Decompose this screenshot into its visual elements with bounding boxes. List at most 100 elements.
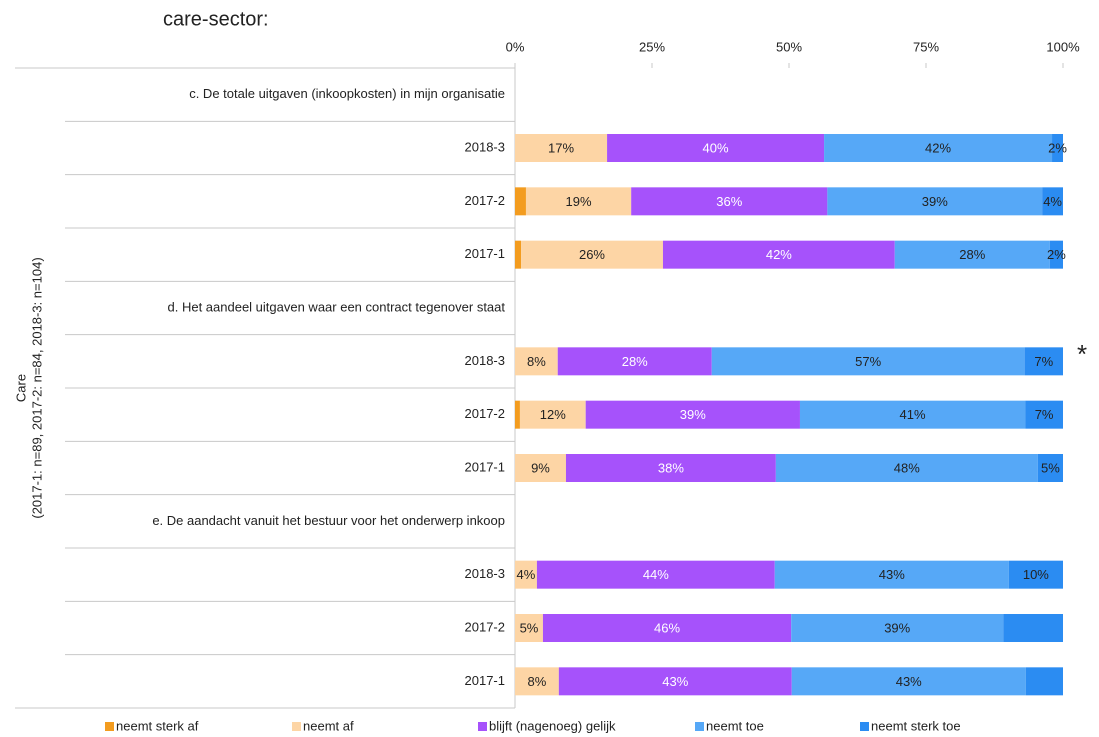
category-label: 2017-1	[465, 459, 505, 474]
bar-segment	[791, 614, 1004, 642]
bar-segment	[1052, 134, 1063, 162]
bar-segment	[1008, 560, 1063, 589]
value-label: 9%	[531, 460, 550, 475]
legend-label: neemt toe	[706, 718, 764, 733]
value-label: 10%	[1023, 567, 1049, 582]
bar-segment	[607, 134, 825, 162]
category-label: e. De aandacht vanuit het bestuur voor h…	[152, 513, 505, 528]
bar-segment	[799, 400, 1026, 429]
legend-swatch	[478, 722, 487, 731]
value-label: 39%	[922, 194, 948, 209]
bar-segment	[1049, 240, 1063, 269]
x-tick-label: 75%	[913, 39, 939, 54]
bar-segment	[542, 614, 792, 642]
value-label: 43%	[662, 674, 688, 689]
y-axis-label: Care (2017-1: n=89, 2017-2: n=84, 2018-3…	[13, 257, 44, 518]
value-label: 46%	[654, 620, 680, 635]
value-label: 39%	[884, 620, 910, 635]
category-label: 2017-2	[465, 619, 505, 634]
bar-segment	[662, 240, 895, 269]
legend-label: neemt sterk toe	[871, 718, 961, 733]
category-label: d. Het aandeel uitgaven waar een contrac…	[168, 299, 506, 314]
category-label: 2017-1	[465, 246, 505, 261]
legend-swatch	[292, 722, 301, 731]
value-label: 57%	[855, 354, 881, 369]
bar-segment	[827, 187, 1043, 216]
bar-segment	[894, 240, 1050, 269]
bar-segment	[558, 667, 792, 696]
annotation: *	[1077, 339, 1087, 369]
legend-swatch	[105, 722, 114, 731]
bar-segment	[525, 187, 632, 216]
value-label: 7%	[1035, 407, 1054, 422]
category-label: 2017-1	[465, 673, 505, 688]
bar-segment	[515, 454, 566, 482]
bar-segment	[565, 454, 776, 482]
bar-segment	[519, 400, 586, 429]
category-label: 2017-2	[465, 193, 505, 208]
value-label: 42%	[766, 247, 792, 262]
value-label: 5%	[1041, 460, 1060, 475]
category-label: 2018-3	[465, 353, 505, 368]
legend-label: blijft (nagenoeg) gelijk	[489, 718, 616, 733]
value-label: 4%	[517, 567, 536, 582]
value-label: 28%	[622, 354, 648, 369]
category-label: 2018-3	[465, 566, 505, 581]
value-label: 4%	[1043, 194, 1062, 209]
value-label: 44%	[643, 567, 669, 582]
x-tick-label: 100%	[1046, 39, 1080, 54]
value-label: 19%	[566, 194, 592, 209]
legend-label: neemt af	[303, 718, 354, 733]
category-label: 2017-2	[465, 406, 505, 421]
category-label: c. De totale uitgaven (inkoopkosten) in …	[189, 86, 505, 101]
bar-segment	[515, 667, 559, 696]
x-tick-label: 0%	[506, 39, 525, 54]
bar-segment	[824, 134, 1053, 162]
bar-segment	[775, 454, 1038, 482]
value-label: 8%	[527, 354, 546, 369]
value-label: 41%	[900, 407, 926, 422]
value-label: 2%	[1048, 140, 1067, 155]
bar-segment	[515, 614, 543, 642]
bar-segment	[515, 347, 558, 376]
bar-segment	[585, 400, 800, 429]
legend-swatch	[860, 722, 869, 731]
value-label: 40%	[703, 140, 729, 155]
bar-segment	[515, 240, 522, 269]
legend-label: neemt sterk af	[116, 718, 199, 733]
bar-segment	[1037, 454, 1063, 482]
x-tick-label: 50%	[776, 39, 802, 54]
bar-segment	[1024, 347, 1063, 376]
bar-segment	[1025, 400, 1063, 429]
value-label: 39%	[680, 407, 706, 422]
value-label: 43%	[896, 674, 922, 689]
category-label: 2018-3	[465, 139, 505, 154]
value-label: 26%	[579, 247, 605, 262]
value-label: 42%	[925, 140, 951, 155]
value-label: 28%	[959, 247, 985, 262]
value-label: 2%	[1047, 247, 1066, 262]
value-label: 48%	[894, 460, 920, 475]
bar-segment	[1003, 614, 1063, 642]
bar-segment	[515, 187, 526, 216]
value-label: 17%	[548, 140, 574, 155]
value-label: 7%	[1034, 354, 1053, 369]
bar-segment	[536, 560, 775, 589]
y-axis-label-line: Care	[13, 374, 28, 402]
value-label: 5%	[520, 620, 539, 635]
bar-segment	[515, 400, 520, 429]
bar-segment	[515, 560, 537, 589]
bar-segment	[1042, 187, 1063, 216]
bar-segment	[791, 667, 1026, 696]
x-tick-label: 25%	[639, 39, 665, 54]
bar-segment	[631, 187, 828, 216]
value-label: 43%	[879, 567, 905, 582]
bar-segment	[521, 240, 663, 269]
value-label: 8%	[528, 674, 547, 689]
value-label: 12%	[540, 407, 566, 422]
y-axis-label-line: (2017-1: n=89, 2017-2: n=84, 2018-3: n=1…	[29, 257, 44, 518]
value-label: 38%	[658, 460, 684, 475]
legend-swatch	[695, 722, 704, 731]
bar-segment	[515, 134, 608, 162]
